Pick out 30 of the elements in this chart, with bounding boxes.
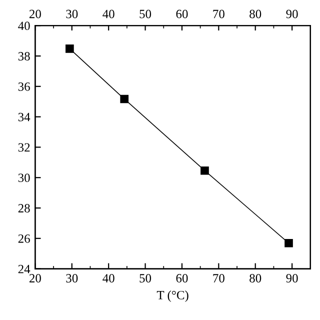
x-tick-label: 90 xyxy=(286,274,298,282)
x2-tick-label: 70 xyxy=(213,10,224,18)
y-tick-label: 40 xyxy=(18,22,30,30)
point xyxy=(120,94,129,104)
x-tick-label: 20 xyxy=(30,274,41,282)
y-tick-label: 38 xyxy=(18,52,30,60)
point xyxy=(66,44,74,53)
x-tick-label: 30 xyxy=(66,274,78,282)
x2-tick-label: 90 xyxy=(286,10,298,18)
y-tick-label: 36 xyxy=(18,82,30,91)
x2-tick-label: 60 xyxy=(176,10,188,18)
x-axis-title: T (°C) xyxy=(156,290,188,302)
y-tick-label: 26 xyxy=(18,234,30,243)
x-tick-label: 60 xyxy=(176,274,188,282)
y-tick-label: 24 xyxy=(18,264,30,274)
x-tick-label: 80 xyxy=(250,274,262,282)
x-tick-label: 50 xyxy=(140,274,152,282)
x-tick-label: 70 xyxy=(213,274,224,282)
x2-tick-label: 20 xyxy=(30,10,41,18)
y-tick-label: 34 xyxy=(18,112,30,122)
y-tick-label: 32 xyxy=(18,143,30,152)
x2-tick-label: 80 xyxy=(250,10,262,18)
point xyxy=(284,238,293,248)
point xyxy=(200,166,209,175)
x2-tick-label: 30 xyxy=(66,10,78,18)
x2-tick-label: 50 xyxy=(140,10,152,18)
y-tick-label: 30 xyxy=(18,174,30,182)
x2-tick-label: 40 xyxy=(102,10,114,18)
x-tick-label: 40 xyxy=(102,274,114,282)
y-tick-label: 28 xyxy=(18,204,30,212)
